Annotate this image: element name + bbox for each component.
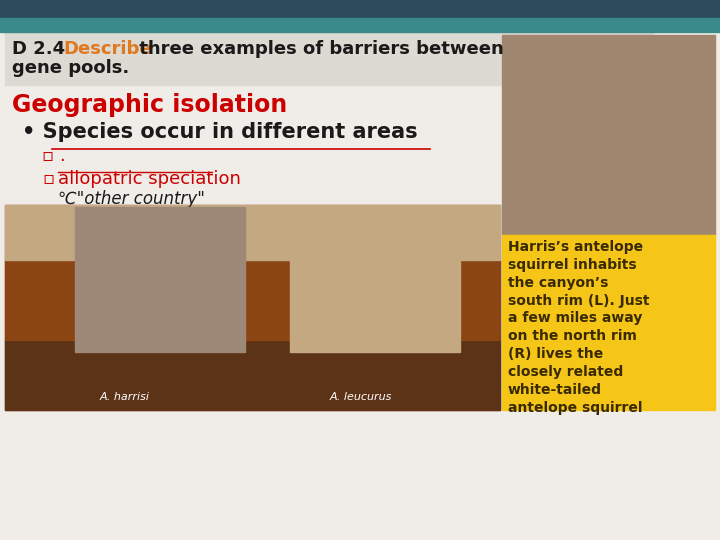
Bar: [5, 340, 500, 410]
Text: ℃"other country": ℃"other country": [58, 190, 205, 208]
Text: allopatric speciation: allopatric speciation: [58, 170, 241, 188]
Bar: [5, 205, 500, 410]
Text: three examples of barriers between: three examples of barriers between: [133, 40, 504, 58]
Bar: [0, 18, 720, 32]
Text: ▫ .: ▫ .: [42, 147, 66, 165]
Bar: [5, 260, 500, 340]
Bar: [290, 207, 460, 352]
Text: A. leucurus: A. leucurus: [330, 392, 392, 402]
Text: • Species occur in different areas: • Species occur in different areas: [22, 122, 418, 142]
Bar: [502, 235, 715, 410]
Bar: [75, 207, 245, 352]
Text: D 2.4: D 2.4: [12, 40, 71, 58]
Bar: [5, 30, 653, 85]
Bar: [0, 0, 720, 20]
Text: Geographic isolation: Geographic isolation: [12, 93, 287, 117]
Text: A. harrisi: A. harrisi: [100, 392, 150, 402]
Text: Harris’s antelope
squirrel inhabits
the canyon’s
south rim (L). Just
a few miles: Harris’s antelope squirrel inhabits the …: [508, 240, 649, 415]
Text: ▫: ▫: [42, 170, 54, 188]
Bar: [5, 205, 500, 260]
Bar: [502, 35, 715, 235]
Text: gene pools.: gene pools.: [12, 59, 130, 77]
Text: Describe: Describe: [63, 40, 152, 58]
